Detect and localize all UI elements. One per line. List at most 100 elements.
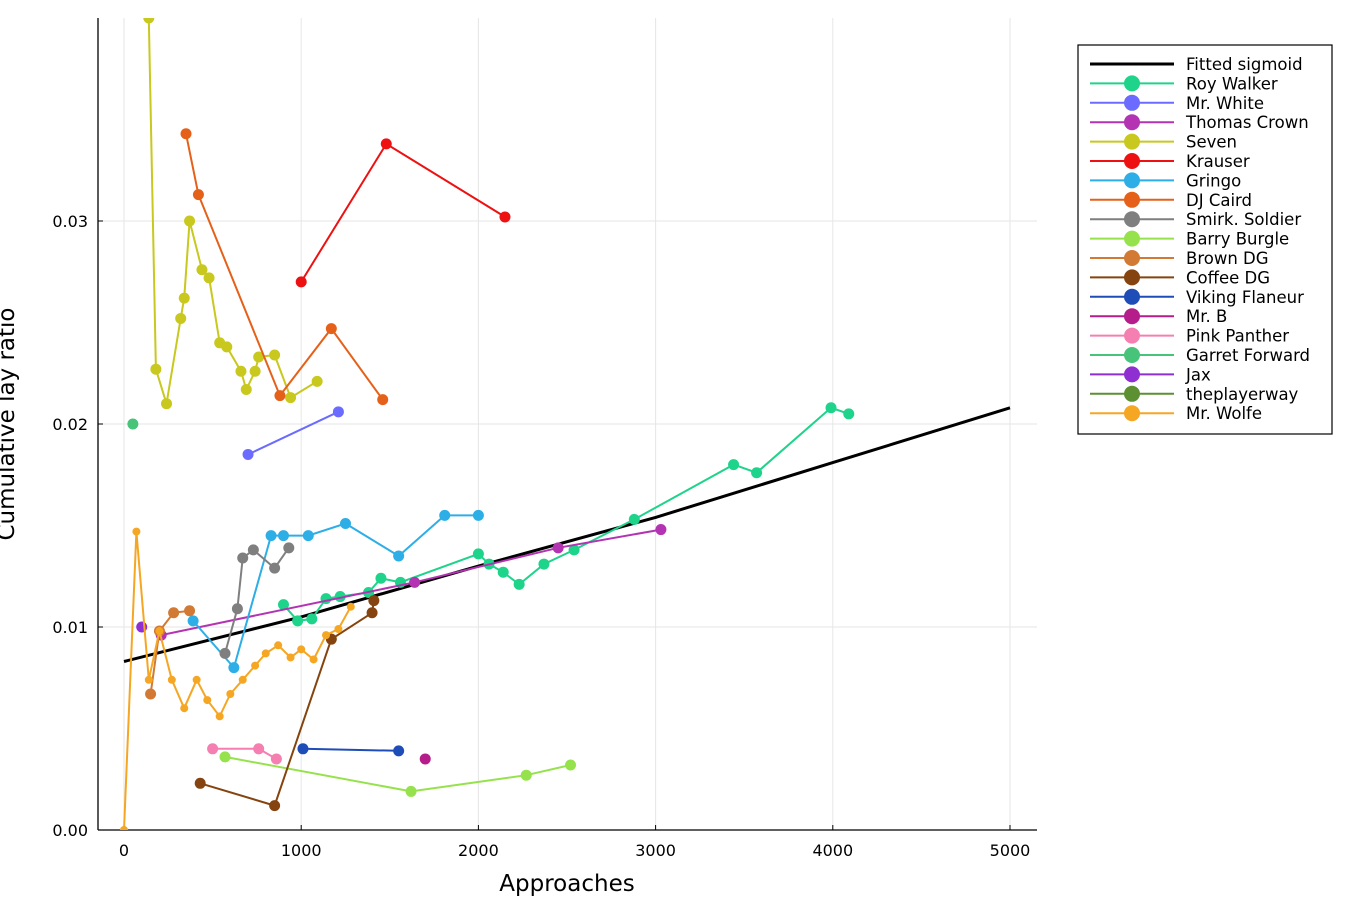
- data-point-dj-caird: [180, 128, 192, 140]
- grid: [98, 18, 1037, 831]
- data-point-seven: [175, 312, 187, 324]
- data-point-krauser: [499, 211, 511, 223]
- series: [120, 18, 1011, 830]
- legend-marker: [1124, 366, 1140, 383]
- data-point-mr-wolfe: [251, 661, 260, 670]
- data-point-seven: [150, 363, 162, 375]
- data-point-coffee-dg: [269, 800, 281, 812]
- legend-label: Jax: [1185, 365, 1211, 384]
- legend-marker: [1124, 269, 1140, 286]
- x-axis-title: Approaches: [499, 871, 634, 897]
- data-point-gringo: [439, 509, 451, 521]
- x-tick-label: 0: [119, 841, 129, 860]
- data-point-seven: [184, 215, 196, 227]
- data-point-viking-flaneur: [393, 745, 405, 757]
- data-point-mr-wolfe: [132, 527, 141, 536]
- series-line-viking-flaneur: [302, 747, 399, 752]
- data-point-mr-wolfe: [238, 675, 247, 684]
- fitted-sigmoid-line: [123, 406, 1011, 663]
- data-point-smirk-soldier: [247, 544, 259, 556]
- data-point-seven: [253, 351, 265, 363]
- data-point-roy-walker: [628, 513, 640, 525]
- data-point-mr-wolfe: [286, 653, 295, 662]
- data-point-brown-dg: [184, 605, 196, 617]
- data-point-mr-wolfe: [167, 675, 176, 684]
- legend-label: Fitted sigmoid: [1186, 55, 1303, 74]
- data-point-roy-walker: [497, 566, 509, 578]
- legend-marker: [1124, 250, 1140, 266]
- legend-label: DJ Caird: [1186, 191, 1252, 210]
- data-point-mr-wolfe: [322, 631, 331, 640]
- legend-label: theplayerway: [1186, 385, 1299, 404]
- data-point-mr-wolfe: [346, 602, 355, 611]
- data-point-mr-wolfe: [192, 675, 201, 684]
- data-point-krauser: [380, 138, 392, 150]
- ticks: 0 1000 2000 3000 4000 5000 0.00 0.01 0.02 0.03: [52, 212, 1030, 860]
- legend-marker: [1124, 114, 1140, 131]
- series-line-gringo: [192, 514, 479, 670]
- data-point-pink-panther: [270, 753, 282, 765]
- legend-label: Seven: [1186, 133, 1237, 152]
- series-clip-group: [120, 18, 1011, 830]
- series-line-mr-white: [247, 410, 339, 456]
- data-point-mr-wolfe: [215, 712, 224, 721]
- data-point-thomas-crown: [655, 524, 667, 536]
- legend-label: Gringo: [1186, 171, 1241, 190]
- x-tick-label: 1000: [281, 841, 322, 860]
- data-point-smirk-soldier: [283, 542, 295, 554]
- data-point-brown-dg: [168, 607, 180, 619]
- data-point-seven: [196, 264, 208, 276]
- data-point-seven: [161, 398, 173, 410]
- data-point-seven: [285, 392, 297, 404]
- data-point-mr-wolfe: [226, 689, 235, 698]
- data-point-smirk-soldier: [269, 562, 281, 574]
- data-point-smirk-soldier: [237, 552, 249, 564]
- y-axis-title: Cumulative lay ratio: [0, 307, 20, 540]
- data-point-gringo: [393, 550, 405, 562]
- data-point-roy-walker: [825, 402, 837, 414]
- x-tick-label: 2000: [458, 841, 499, 860]
- y-tick-label: 0.00: [52, 821, 88, 840]
- data-point-roy-walker: [568, 544, 580, 556]
- data-point-coffee-dg: [368, 595, 380, 607]
- data-point-mr-wolfe: [274, 641, 283, 650]
- legend-label: Viking Flaneur: [1186, 288, 1304, 307]
- series-line-thomas-crown: [160, 528, 662, 637]
- data-point-mr-white: [242, 448, 254, 460]
- legend-label: Garret Forward: [1186, 346, 1310, 365]
- data-point-mr-wolfe: [261, 649, 270, 658]
- x-tick-label: 3000: [635, 841, 676, 860]
- data-point-thomas-crown: [552, 542, 564, 554]
- data-point-seven: [235, 365, 247, 377]
- legend-label: Brown DG: [1186, 249, 1269, 268]
- data-point-mr-wolfe: [120, 826, 128, 830]
- data-point-garret-forward: [127, 418, 139, 430]
- data-point-gringo: [265, 530, 277, 542]
- data-point-roy-walker: [292, 615, 304, 627]
- y-tick-label: 0.03: [52, 212, 88, 231]
- series-line-smirk-soldier: [224, 547, 290, 654]
- x-tick-label: 5000: [990, 841, 1031, 860]
- data-point-seven: [221, 341, 233, 353]
- data-point-gringo: [228, 662, 240, 674]
- legend-label: Mr. B: [1186, 307, 1227, 326]
- legend-marker: [1124, 211, 1140, 228]
- data-point-seven: [249, 365, 261, 377]
- legend-marker: [1124, 288, 1140, 305]
- data-point-pink-panther: [253, 743, 265, 755]
- data-point-dj-caird: [325, 323, 337, 335]
- data-point-barry-burgle: [565, 759, 577, 771]
- legend-label: Smirk. Soldier: [1186, 210, 1301, 229]
- data-point-mr-b: [419, 753, 431, 765]
- legend-label: Barry Burgle: [1186, 230, 1289, 249]
- legend-marker: [1124, 153, 1140, 169]
- legend-label: Pink Panther: [1186, 327, 1289, 346]
- legend-marker: [1124, 230, 1140, 247]
- data-point-roy-walker: [843, 408, 855, 420]
- x-tick-label: 4000: [812, 841, 853, 860]
- data-point-brown-dg: [145, 688, 157, 700]
- legend-marker: [1124, 327, 1140, 344]
- data-point-seven: [203, 272, 215, 284]
- legend-label: Krauser: [1186, 152, 1250, 171]
